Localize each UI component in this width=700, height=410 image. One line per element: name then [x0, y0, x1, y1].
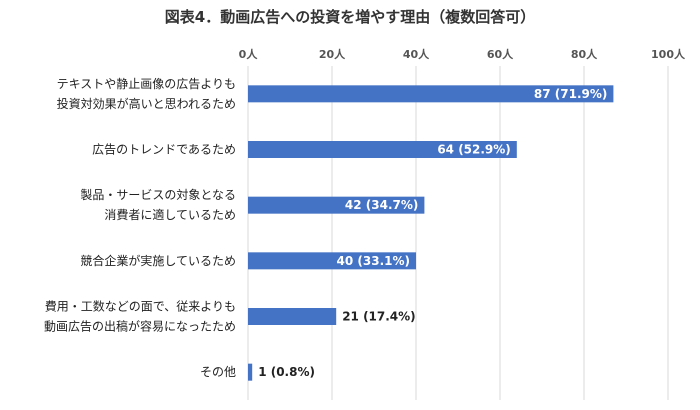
chart-title: 図表4．動画広告への投資を増やす理由（複数回答可）	[165, 8, 535, 26]
x-tick-label: 0人	[239, 47, 259, 61]
data-label: 64 (52.9%)	[437, 143, 510, 157]
bar	[248, 308, 337, 325]
data-label: 40 (33.1%)	[337, 254, 410, 268]
category-label: 動画広告の出稿が容易になったため	[44, 319, 236, 334]
x-tick-label: 100人	[651, 47, 686, 61]
category-label: テキストや静止画像の広告よりも	[57, 77, 236, 91]
category-label: 費用・工数などの面で、従来よりも	[45, 299, 236, 314]
x-tick-label: 80人	[571, 47, 598, 61]
x-tick-label: 60人	[487, 47, 514, 61]
x-tick-label: 20人	[319, 47, 346, 61]
category-labels: テキストや静止画像の広告よりも投資対効果が高いと思われるため広告のトレンドである…	[44, 77, 236, 379]
category-label: 投資対効果が高いと思われるため	[57, 96, 236, 111]
gridlines	[247, 66, 669, 400]
data-label: 1 (0.8%)	[258, 365, 315, 379]
data-labels: 87 (71.9%) 64 (52.9%) 42 (34.7%) 40 (33.1%)…	[258, 87, 607, 379]
category-label: その他	[200, 365, 236, 379]
category-label: 製品・サービスの対象となる	[80, 188, 236, 202]
data-label: 21 (17.4%)	[342, 310, 415, 324]
bars	[248, 85, 614, 381]
data-label: 87 (71.9%)	[534, 87, 607, 101]
category-label: 競合企業が実施しているため	[80, 253, 236, 268]
x-tick-label: 40人	[403, 47, 430, 61]
data-label: 42 (34.7%)	[345, 198, 418, 212]
category-label: 消費者に適しているため	[104, 207, 236, 222]
bar	[248, 85, 614, 103]
category-label: 広告のトレンドであるため	[92, 143, 236, 157]
x-axis-ticks: 0人 20人 40人 60人 80人 100人	[239, 47, 686, 61]
bar	[248, 196, 425, 214]
bar	[248, 363, 253, 381]
bar	[248, 141, 517, 158]
bar	[248, 252, 416, 270]
